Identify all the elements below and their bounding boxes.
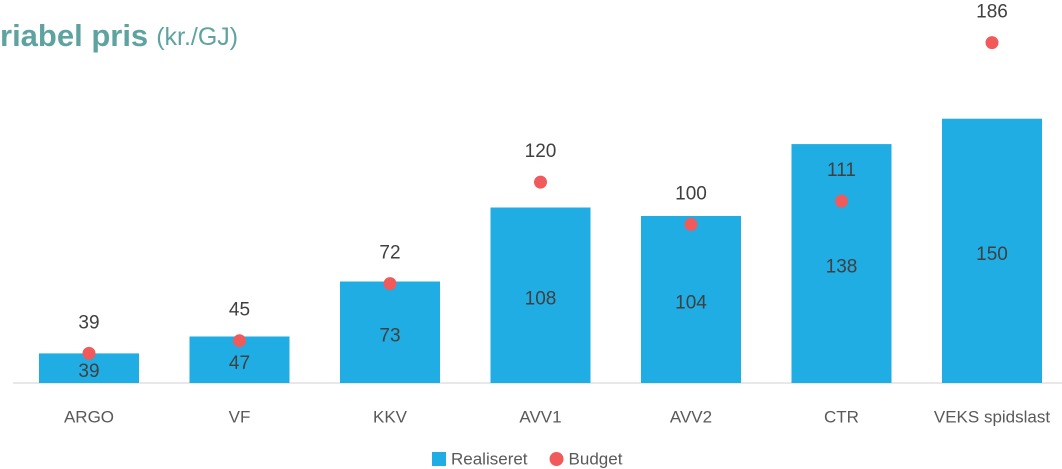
bar [791,144,892,383]
bar-label: 108 [525,288,557,309]
title: riabel pris [0,18,148,53]
x-tick-label: AVV1 [519,407,561,426]
bar-label: 73 [379,325,400,346]
budget-dot [233,334,246,348]
chart-title: riabel pris (kr./GJ) [0,18,238,53]
x-tick-label: ARGO [64,407,114,426]
bar-label: 150 [976,244,1008,265]
budget-dot [835,194,848,208]
budget-dot [82,346,96,360]
dot-label: 45 [229,300,250,321]
legend-label: Budget [569,449,623,468]
dot-label: 39 [78,312,99,333]
dot-label: 72 [379,243,400,264]
subtitle: (kr./GJ) [156,23,238,51]
budget-dot [985,36,999,50]
dot-label: 120 [525,141,557,162]
budget-dot [684,217,698,231]
x-tick-label: AVV2 [670,407,712,426]
dot-label: 100 [675,183,707,204]
bar-label: 39 [78,361,99,382]
legend-swatch [549,452,564,466]
budget-dot [383,277,397,291]
bar-label: 104 [675,293,707,314]
legend-swatch [432,452,446,466]
x-tick-label: VEKS spidslast [934,407,1050,426]
bar [340,281,440,383]
bar [641,215,741,383]
bar-label: 138 [826,257,858,278]
dot-label: 111 [827,160,856,181]
legend-label: Realiseret [451,449,528,468]
x-tick-label: CTR [824,407,859,426]
x-tick-label: VF [229,407,251,426]
dot-label: 186 [976,2,1008,23]
bar [942,118,1042,383]
bar [490,207,591,383]
x-tick-label: KKV [373,407,408,426]
bar-label: 47 [229,353,250,374]
budget-dot [534,175,547,189]
